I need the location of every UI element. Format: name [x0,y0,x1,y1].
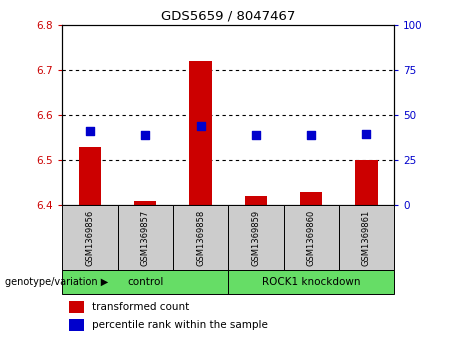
Text: transformed count: transformed count [92,302,189,312]
Title: GDS5659 / 8047467: GDS5659 / 8047467 [161,10,296,23]
Text: genotype/variation ▶: genotype/variation ▶ [5,277,108,287]
Text: ROCK1 knockdown: ROCK1 knockdown [262,277,361,287]
Point [197,123,204,129]
Text: GSM1369857: GSM1369857 [141,210,150,266]
Bar [69,301,84,313]
Point [86,128,94,134]
Bar [173,205,228,270]
Bar [284,205,339,270]
Bar [118,205,173,270]
Point [307,132,315,138]
Bar [134,201,156,205]
Text: control: control [127,277,163,287]
Bar [339,205,394,270]
Bar [62,270,228,294]
Text: GSM1369856: GSM1369856 [85,210,95,266]
Text: GSM1369858: GSM1369858 [196,210,205,266]
Bar [79,147,101,205]
Point [252,132,260,138]
Bar [189,61,212,205]
Bar [69,319,84,331]
Point [363,131,370,137]
Point [142,132,149,138]
Bar [228,205,284,270]
Text: GSM1369859: GSM1369859 [251,210,260,266]
Text: GSM1369861: GSM1369861 [362,210,371,266]
Bar [228,270,394,294]
Bar [245,196,267,205]
Text: percentile rank within the sample: percentile rank within the sample [92,320,268,330]
Bar [300,192,322,205]
Bar [62,205,118,270]
Text: GSM1369860: GSM1369860 [307,210,316,266]
Bar [355,160,378,205]
